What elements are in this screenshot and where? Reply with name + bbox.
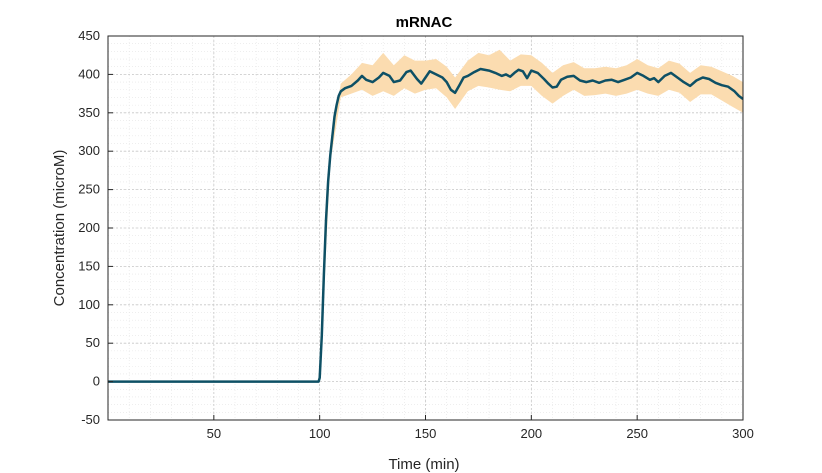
- x-tick-label: 300: [732, 426, 754, 441]
- y-tick-label: 150: [78, 258, 100, 273]
- y-tick-label: 50: [86, 335, 100, 350]
- y-tick-label: 350: [78, 105, 100, 120]
- y-axis-label: Concentration (microM): [51, 150, 68, 307]
- y-tick-label: 300: [78, 143, 100, 158]
- y-axis-ticks: -50 0 50 100 150 200 250 300 350 400 450: [78, 28, 113, 427]
- x-tick-label: 50: [207, 426, 221, 441]
- y-tick-label: 450: [78, 28, 100, 43]
- y-tick-label: 100: [78, 297, 100, 312]
- series-line: [108, 67, 744, 383]
- y-tick-label: -50: [81, 412, 100, 427]
- x-tick-label: 100: [309, 426, 331, 441]
- x-axis-label: Time (min): [388, 456, 459, 473]
- y-tick-label: 0: [93, 374, 100, 389]
- y-tick-label: 250: [78, 182, 100, 197]
- x-axis-ticks: 50 100 150 200 250 300: [207, 415, 754, 441]
- series-confidence-band: [108, 49, 743, 382]
- y-tick-label: 200: [78, 220, 100, 235]
- x-tick-label: 150: [415, 426, 437, 441]
- x-tick-label: 250: [626, 426, 648, 441]
- plot-area: [107, 35, 744, 421]
- chart-title: mRNAC: [396, 14, 453, 31]
- y-tick-label: 400: [78, 66, 100, 81]
- x-tick-label: 200: [520, 426, 542, 441]
